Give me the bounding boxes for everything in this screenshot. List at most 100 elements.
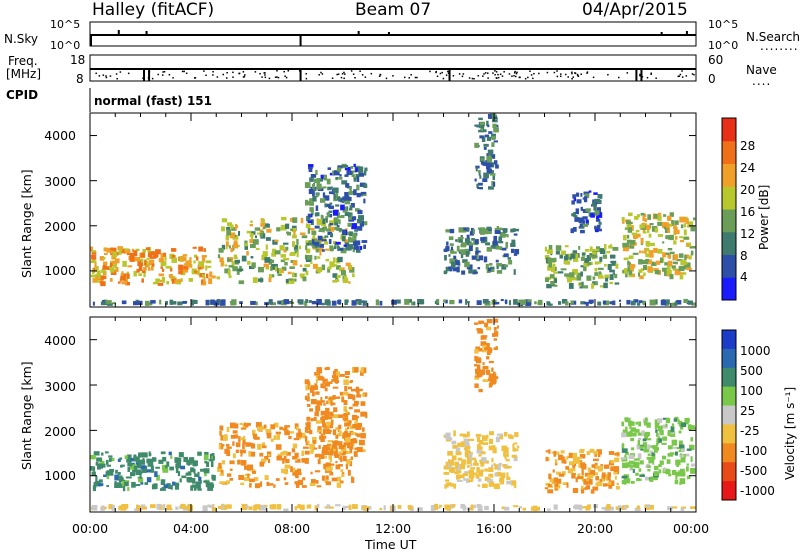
power-cell — [554, 284, 558, 287]
velocity-cell — [135, 459, 140, 464]
velocity-cell — [474, 355, 477, 361]
velocity-cell — [365, 413, 368, 419]
velocity-cell — [587, 474, 594, 479]
power-ytick: 2000 — [44, 219, 76, 234]
power-cell — [330, 233, 334, 238]
velocity-cell — [168, 484, 173, 490]
velocity-cell — [175, 506, 179, 510]
power-cell — [336, 265, 341, 270]
power-cell — [356, 192, 361, 198]
power-cell — [480, 237, 486, 241]
power-cell — [443, 270, 447, 275]
velocity-cell — [456, 479, 463, 482]
power-cell — [137, 300, 143, 306]
velocity-cell — [349, 425, 355, 430]
velocity-cell — [355, 415, 359, 419]
power-cell — [270, 302, 277, 306]
nave-point — [516, 71, 518, 74]
power-cell — [158, 258, 164, 263]
velocity-cell — [219, 431, 222, 436]
power-cell — [228, 258, 232, 262]
velocity-cell — [289, 431, 295, 434]
nave-point — [513, 75, 515, 77]
velocity-cell — [162, 467, 169, 473]
power-cell — [307, 166, 313, 170]
velocity-cell — [211, 507, 217, 511]
power-cell — [514, 248, 520, 255]
velocity-cell — [264, 475, 269, 481]
velocity-cell — [452, 504, 455, 508]
velocity-cell — [242, 443, 245, 450]
velocity-cell — [455, 474, 460, 480]
velocity-cell — [240, 427, 247, 430]
power-cell — [640, 212, 645, 216]
power-cell — [596, 207, 602, 213]
power-cell — [550, 257, 557, 263]
power-cell — [198, 246, 204, 252]
power-cell — [647, 229, 650, 233]
power-cell — [472, 228, 475, 235]
velocity-cell — [586, 478, 590, 482]
velocity-cell — [340, 456, 343, 463]
velocity-cell — [352, 423, 358, 429]
velocity-cell — [320, 400, 325, 403]
velocity-cell — [259, 426, 266, 430]
nave-point — [574, 72, 576, 74]
velocity-cell — [323, 463, 328, 470]
power-cell — [325, 258, 330, 262]
power-cell — [340, 247, 347, 254]
velocity-cell — [192, 460, 198, 466]
power-cell — [669, 212, 674, 217]
nave-point — [529, 70, 531, 72]
velocity-cell — [300, 504, 305, 511]
velocity-cell — [677, 419, 680, 422]
power-cell — [585, 208, 591, 212]
power-cell — [334, 226, 340, 231]
velocity-cell — [462, 433, 468, 438]
velocity-cell — [196, 484, 201, 489]
power-cell — [663, 222, 666, 226]
velocity-cell — [352, 414, 357, 418]
power-cell — [264, 257, 271, 263]
power-cell — [674, 220, 679, 225]
velocity-cell — [244, 465, 248, 470]
power-cell — [197, 269, 200, 276]
velocity-cell — [667, 506, 673, 511]
power-cell — [256, 232, 263, 235]
velocity-cell — [342, 435, 349, 438]
power-cell — [597, 301, 602, 306]
power-cell — [188, 277, 193, 282]
nave-point — [232, 76, 234, 78]
power-cell — [143, 272, 146, 278]
velocity-cell — [476, 364, 481, 371]
velocity-cell — [332, 440, 336, 446]
power-cell — [667, 223, 673, 227]
power-cell — [598, 221, 602, 225]
power-cell — [136, 268, 140, 273]
velocity-cell — [314, 372, 321, 376]
power-cell — [112, 251, 118, 258]
power-cell — [336, 278, 340, 282]
velocity-cell — [332, 370, 336, 375]
power-cell — [351, 174, 355, 177]
velocity-cell — [185, 472, 192, 476]
nave-point — [408, 77, 410, 79]
power-cell — [496, 270, 503, 274]
power-cell — [224, 268, 230, 274]
power-cell — [146, 257, 150, 260]
power-cell — [524, 299, 529, 305]
velocity-cell — [361, 506, 368, 509]
power-cell — [281, 269, 284, 274]
power-cell — [479, 121, 486, 127]
nave-point — [343, 71, 345, 74]
nave-point — [238, 72, 240, 75]
nave-point — [385, 77, 388, 80]
power-cell — [647, 214, 652, 220]
velocity-cbar-tick: 100 — [740, 384, 763, 398]
velocity-cell — [334, 455, 340, 458]
velocity-cell — [339, 480, 344, 484]
velocity-cell — [548, 473, 552, 480]
power-cell — [289, 217, 294, 222]
velocity-cell — [291, 467, 296, 473]
nave-point — [115, 73, 118, 75]
